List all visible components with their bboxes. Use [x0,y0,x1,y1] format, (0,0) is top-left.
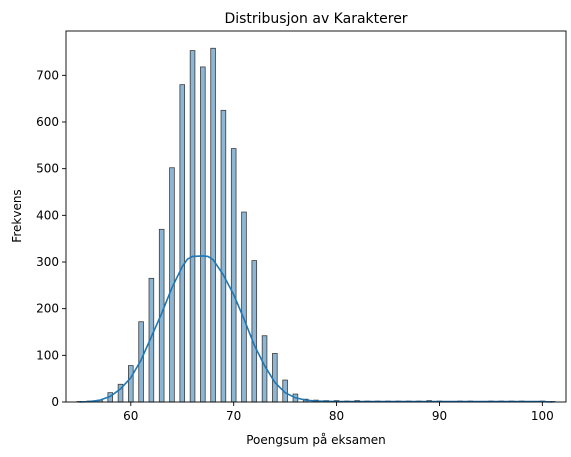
bars-group [76,47,556,403]
histogram-bar-10 [179,84,186,403]
y-tick-label-200: 200 [36,302,59,316]
histogram-bar-19 [272,353,278,403]
y-tick-label-500: 500 [36,162,59,176]
x-tick-label-100: 100 [531,409,554,423]
kde-curve [79,255,553,403]
histogram-bar-13 [210,47,216,403]
x-tick-label-80: 80 [329,409,344,423]
histogram-bar-17 [251,260,258,403]
chart-title: Distribusjon av Karakterer [224,11,407,27]
y-tick-label-600: 600 [36,115,59,129]
x-tick-label-90: 90 [432,409,447,423]
plot-frame [65,30,567,403]
y-axis-label: Frekvens [10,189,24,242]
y-tick-label-700: 700 [36,68,59,82]
x-axis-label: Poengsum på eksamen [246,433,386,447]
histogram-bar-16 [241,211,247,403]
histogram-bar-5 [128,365,134,403]
y-axis-ticks: 0 100 200 300 400 500 600 700 [36,68,66,409]
histogram-bar-11 [189,50,196,403]
x-axis-ticks: 60 70 80 90 100 [123,402,554,423]
y-tick-label-300: 300 [36,255,59,269]
histogram-bar-12 [200,66,206,403]
x-tick-label-70: 70 [226,409,241,423]
histogram-bar-14 [220,109,227,403]
y-tick-label-0: 0 [51,395,59,409]
y-tick-label-100: 100 [36,348,59,362]
y-tick-label-400: 400 [36,208,59,222]
x-tick-label-60: 60 [123,409,138,423]
histogram-bar-15 [230,148,237,403]
